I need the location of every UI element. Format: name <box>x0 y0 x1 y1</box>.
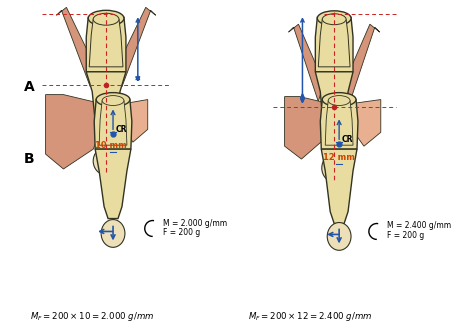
Polygon shape <box>321 149 357 223</box>
Ellipse shape <box>322 93 356 107</box>
Polygon shape <box>46 95 105 169</box>
Text: $M_F = 200\times10 = 2.000\ g/mm$: $M_F = 200\times10 = 2.000\ g/mm$ <box>30 310 154 323</box>
Polygon shape <box>57 7 96 87</box>
Text: A: A <box>24 80 34 94</box>
Text: $M_F = 200\times12 = 2.400\ g/mm$: $M_F = 200\times12 = 2.400\ g/mm$ <box>248 310 372 323</box>
Polygon shape <box>86 17 126 72</box>
Ellipse shape <box>93 147 119 175</box>
Polygon shape <box>325 101 353 145</box>
Ellipse shape <box>88 10 124 26</box>
Text: F = 200 g: F = 200 g <box>163 228 200 237</box>
Text: 10 mm: 10 mm <box>95 141 127 150</box>
Polygon shape <box>320 100 358 149</box>
Ellipse shape <box>317 11 351 26</box>
Ellipse shape <box>101 219 125 247</box>
Text: M = 2.400 g/mm: M = 2.400 g/mm <box>387 221 451 230</box>
Text: CR: CR <box>342 135 354 144</box>
Polygon shape <box>318 19 350 67</box>
Text: B: B <box>24 152 34 166</box>
Ellipse shape <box>328 96 350 106</box>
Polygon shape <box>315 17 353 72</box>
Text: M = 2.000 g/mm: M = 2.000 g/mm <box>163 218 227 227</box>
Polygon shape <box>344 24 380 102</box>
Polygon shape <box>285 97 333 159</box>
Ellipse shape <box>93 13 119 25</box>
Text: CR: CR <box>116 125 127 134</box>
Text: 12 mm: 12 mm <box>323 153 355 162</box>
Polygon shape <box>116 7 156 87</box>
Ellipse shape <box>96 93 130 107</box>
Polygon shape <box>119 100 148 142</box>
Ellipse shape <box>102 96 124 106</box>
Polygon shape <box>288 24 324 102</box>
Polygon shape <box>95 149 131 218</box>
Polygon shape <box>315 72 353 154</box>
Polygon shape <box>99 101 127 145</box>
Ellipse shape <box>327 222 351 250</box>
Ellipse shape <box>322 154 346 182</box>
Polygon shape <box>86 72 126 146</box>
Polygon shape <box>94 100 132 149</box>
Ellipse shape <box>322 14 346 25</box>
Polygon shape <box>89 19 123 67</box>
Text: F = 200 g: F = 200 g <box>387 231 424 240</box>
Polygon shape <box>345 100 381 146</box>
